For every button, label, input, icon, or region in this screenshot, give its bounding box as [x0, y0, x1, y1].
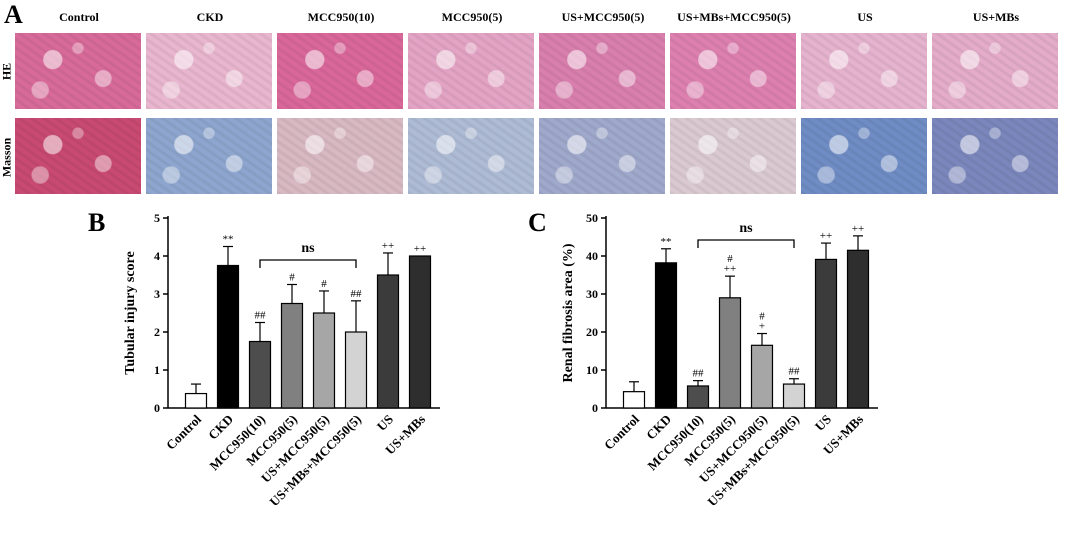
significance-marker: ++: [820, 230, 832, 242]
he-stain-image: [931, 32, 1059, 110]
masson-stain-image: [538, 117, 666, 195]
bar: [216, 264, 240, 409]
significance-marker: #: [289, 272, 295, 284]
column-label: US+MCC950(5): [561, 10, 645, 24]
bar: [408, 255, 432, 409]
masson-stain-image: [931, 117, 1059, 195]
he-stain-image: [14, 32, 142, 110]
significance-marker: ++: [414, 243, 426, 255]
significance-marker: ++: [724, 263, 736, 275]
column-label: MCC950(5): [441, 10, 503, 24]
y-tick-label: 20: [586, 325, 598, 339]
masson-stain-image: [14, 117, 142, 195]
bar: [184, 392, 208, 409]
panel-letter-b: B: [88, 208, 106, 237]
bar: [248, 340, 272, 409]
significance-marker: ##: [255, 310, 267, 322]
significance-marker: ++: [852, 223, 864, 235]
significance-marker: **: [223, 234, 234, 246]
y-tick-label: 30: [586, 287, 598, 301]
x-tick-label: Control: [601, 411, 642, 452]
column-label: US+MBs+MCC950(5): [677, 10, 791, 24]
column-label: US: [857, 10, 873, 24]
bar: [686, 385, 710, 409]
x-tick-label: Control: [163, 411, 204, 452]
significance-marker: ##: [351, 288, 363, 300]
y-tick-label: 0: [154, 401, 160, 415]
ns-bracket: [259, 259, 357, 268]
x-tick-label: US: [374, 412, 396, 434]
he-stain-image: [276, 32, 404, 110]
bar: [654, 262, 678, 409]
y-tick-label: 40: [586, 249, 598, 263]
bar: [782, 383, 806, 409]
y-axis-label: Tubular injury score: [123, 251, 138, 374]
he-stain-image: [538, 32, 666, 110]
ns-label: ns: [739, 221, 753, 236]
y-tick-label: 50: [586, 211, 598, 225]
bar: [718, 297, 742, 409]
row-label: Masson: [0, 137, 14, 178]
y-axis-label: Renal fibrosis area (%): [561, 243, 576, 382]
y-tick-label: 5: [154, 211, 160, 225]
row-label: HE: [0, 62, 14, 81]
he-stain-image: [669, 32, 797, 110]
he-stain-image: [145, 32, 273, 110]
panel-letter-a: A: [4, 0, 23, 29]
bar: [846, 249, 870, 409]
significance-marker: ##: [789, 366, 801, 378]
significance-marker: ##: [693, 368, 705, 380]
masson-stain-image: [800, 117, 928, 195]
y-tick-label: 10: [586, 363, 598, 377]
ns-label: ns: [301, 241, 315, 256]
bar: [814, 258, 838, 409]
column-label: CKD: [196, 10, 224, 24]
masson-stain-image: [669, 117, 797, 195]
bar: [312, 312, 336, 409]
bar: [622, 391, 646, 409]
y-tick-label: 3: [154, 287, 160, 301]
significance-marker: **: [661, 236, 672, 248]
he-stain-image: [407, 32, 535, 110]
bar: [344, 331, 368, 409]
y-tick-label: 2: [154, 325, 160, 339]
column-label: US+MBs: [972, 10, 1020, 24]
y-tick-label: 0: [592, 401, 598, 415]
significance-marker: #: [321, 278, 327, 290]
bar: [750, 344, 774, 409]
column-label: Control: [59, 10, 99, 24]
x-tick-label: US: [812, 412, 834, 434]
significance-marker: +: [759, 321, 765, 333]
y-tick-label: 4: [154, 249, 160, 263]
he-stain-image: [800, 32, 928, 110]
bar: [280, 302, 304, 409]
bar: [376, 274, 400, 409]
significance-marker: #: [727, 253, 733, 265]
ns-bracket: [697, 239, 795, 248]
column-label: MCC950(10): [307, 10, 375, 24]
masson-stain-image: [145, 117, 273, 195]
masson-stain-image: [276, 117, 404, 195]
masson-stain-image: [407, 117, 535, 195]
significance-marker: #: [759, 311, 765, 323]
panel-letter-c: C: [528, 208, 547, 237]
significance-marker: ++: [382, 240, 394, 252]
y-tick-label: 1: [154, 363, 160, 377]
chart-renal-fibrosis: 0 10 20 30 40 50 Renal fibrosis area (%) Contro…: [561, 211, 878, 509]
